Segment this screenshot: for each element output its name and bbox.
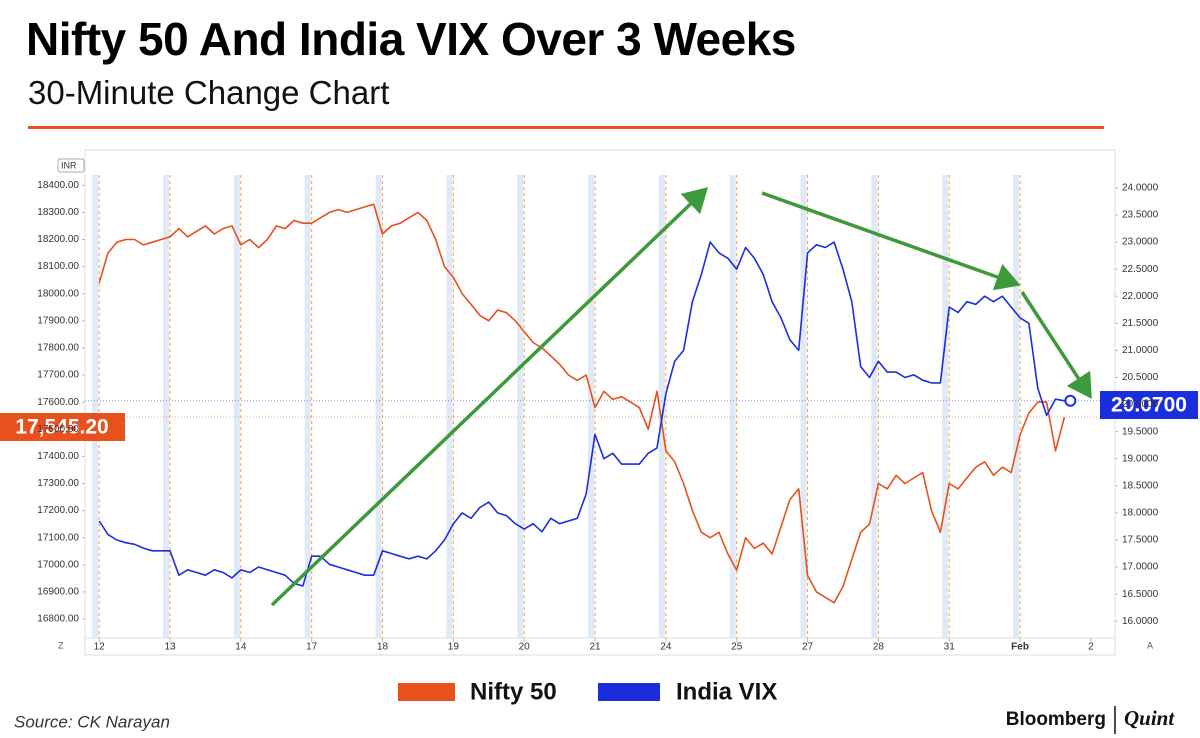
- x-tick-label: 28: [873, 642, 885, 653]
- session-band: [517, 175, 524, 638]
- y-tick-label: 17800.00: [37, 343, 79, 354]
- trend-arrow: [1020, 291, 1092, 399]
- y-tick-label: 16800.00: [37, 614, 79, 625]
- y2-tick-label: 20.0000: [1122, 399, 1159, 410]
- subtitle: 30-Minute Change Chart: [28, 74, 390, 111]
- y-tick-label: 18400.00: [37, 180, 79, 191]
- y-tick-label: 18100.00: [37, 261, 79, 272]
- session-band: [163, 175, 170, 638]
- axis-button[interactable]: A: [1147, 640, 1153, 650]
- annotations: [270, 187, 1092, 607]
- session-band: [658, 175, 665, 638]
- axis-button[interactable]: Z: [58, 640, 64, 650]
- x-tick-label: 2: [1088, 642, 1094, 653]
- logo: Quint: [1124, 706, 1175, 730]
- session-band: [446, 175, 453, 638]
- y2-tick-label: 22.0000: [1122, 291, 1159, 302]
- y2-tick-label: 18.5000: [1122, 480, 1159, 491]
- y-tick-label: 18000.00: [37, 288, 79, 299]
- x-tick-label: 14: [235, 642, 247, 653]
- y-tick-label: 16900.00: [37, 587, 79, 598]
- last-value-box: [1100, 391, 1198, 419]
- x-tick-label: 21: [589, 642, 601, 653]
- legend-label: India VIX: [676, 678, 777, 705]
- session-band: [1013, 175, 1020, 638]
- session-band: [800, 175, 807, 638]
- last-value-label: 17,545.20: [15, 416, 108, 439]
- series-line: [98, 203, 1066, 604]
- y2-tick-label: 17.0000: [1122, 562, 1159, 573]
- session-band: [729, 175, 736, 638]
- y2-tick-label: 23.0000: [1122, 237, 1159, 248]
- y2-tick-label: 17.5000: [1122, 535, 1159, 546]
- session-band: [92, 175, 99, 638]
- last-point: [1064, 394, 1077, 407]
- x-tick-label: 31: [944, 642, 956, 653]
- session-band: [588, 175, 595, 638]
- x-tick-label: 13: [164, 642, 176, 653]
- y2-tick-label: 18.0000: [1122, 508, 1159, 519]
- session-band: [304, 175, 311, 638]
- legend-swatch: [598, 683, 660, 701]
- source: Source: CK Narayan: [14, 712, 170, 731]
- y-tick-label: 17600.00: [37, 397, 79, 408]
- currency-label: INR: [61, 160, 77, 170]
- session-band: [871, 175, 878, 638]
- x-tick-label: 25: [731, 642, 743, 653]
- x-tick-label: 18: [377, 642, 389, 653]
- y2-tick-label: 22.5000: [1122, 264, 1159, 275]
- logo: Bloomberg: [1006, 709, 1106, 730]
- legend-label: Nifty 50: [470, 678, 557, 705]
- y-tick-label: 17200.00: [37, 505, 79, 516]
- y2-tick-label: 23.5000: [1122, 210, 1159, 221]
- y-tick-label: 17700.00: [37, 370, 79, 381]
- y-tick-label: 17400.00: [37, 451, 79, 462]
- currency-button[interactable]: [57, 158, 85, 173]
- trend-arrow: [761, 191, 1021, 291]
- title: Nifty 50 And India VIX Over 3 Weeks: [26, 13, 796, 65]
- y2-tick-label: 21.0000: [1122, 345, 1159, 356]
- last-value-label: 20.0700: [1111, 394, 1187, 417]
- x-tick-label: 17: [306, 642, 318, 653]
- x-tick-label: 24: [660, 642, 672, 653]
- y-tick-label: 17300.00: [37, 478, 79, 489]
- x-tick-label: 12: [94, 642, 106, 653]
- y2-tick-label: 21.5000: [1122, 318, 1159, 329]
- session-band: [375, 175, 382, 638]
- series-line: [98, 241, 1065, 587]
- title-rule: [28, 126, 1104, 129]
- y-tick-label: 17500.00: [37, 424, 79, 435]
- x-tick-label: 27: [802, 642, 814, 653]
- session-band: [942, 175, 949, 638]
- session-band: [233, 175, 240, 638]
- legend-swatch: [398, 683, 455, 701]
- trend-arrow: [270, 187, 709, 607]
- y2-tick-label: 24.0000: [1122, 183, 1159, 194]
- x-tick-label: Feb: [1011, 642, 1029, 653]
- y2-tick-label: 16.0000: [1122, 616, 1159, 627]
- y-tick-label: 18200.00: [37, 234, 79, 245]
- last-value-box: [0, 413, 125, 441]
- y-tick-label: 18300.00: [37, 207, 79, 218]
- y2-tick-label: 20.5000: [1122, 372, 1159, 383]
- y2-tick-label: 16.5000: [1122, 589, 1159, 600]
- y-tick-label: 17000.00: [37, 559, 79, 570]
- x-tick-label: 20: [519, 642, 531, 653]
- y2-tick-label: 19.0000: [1122, 453, 1159, 464]
- y2-tick-label: 19.5000: [1122, 426, 1159, 437]
- y-tick-label: 17900.00: [37, 315, 79, 326]
- y-tick-label: 17100.00: [37, 532, 79, 543]
- x-tick-label: 19: [448, 642, 460, 653]
